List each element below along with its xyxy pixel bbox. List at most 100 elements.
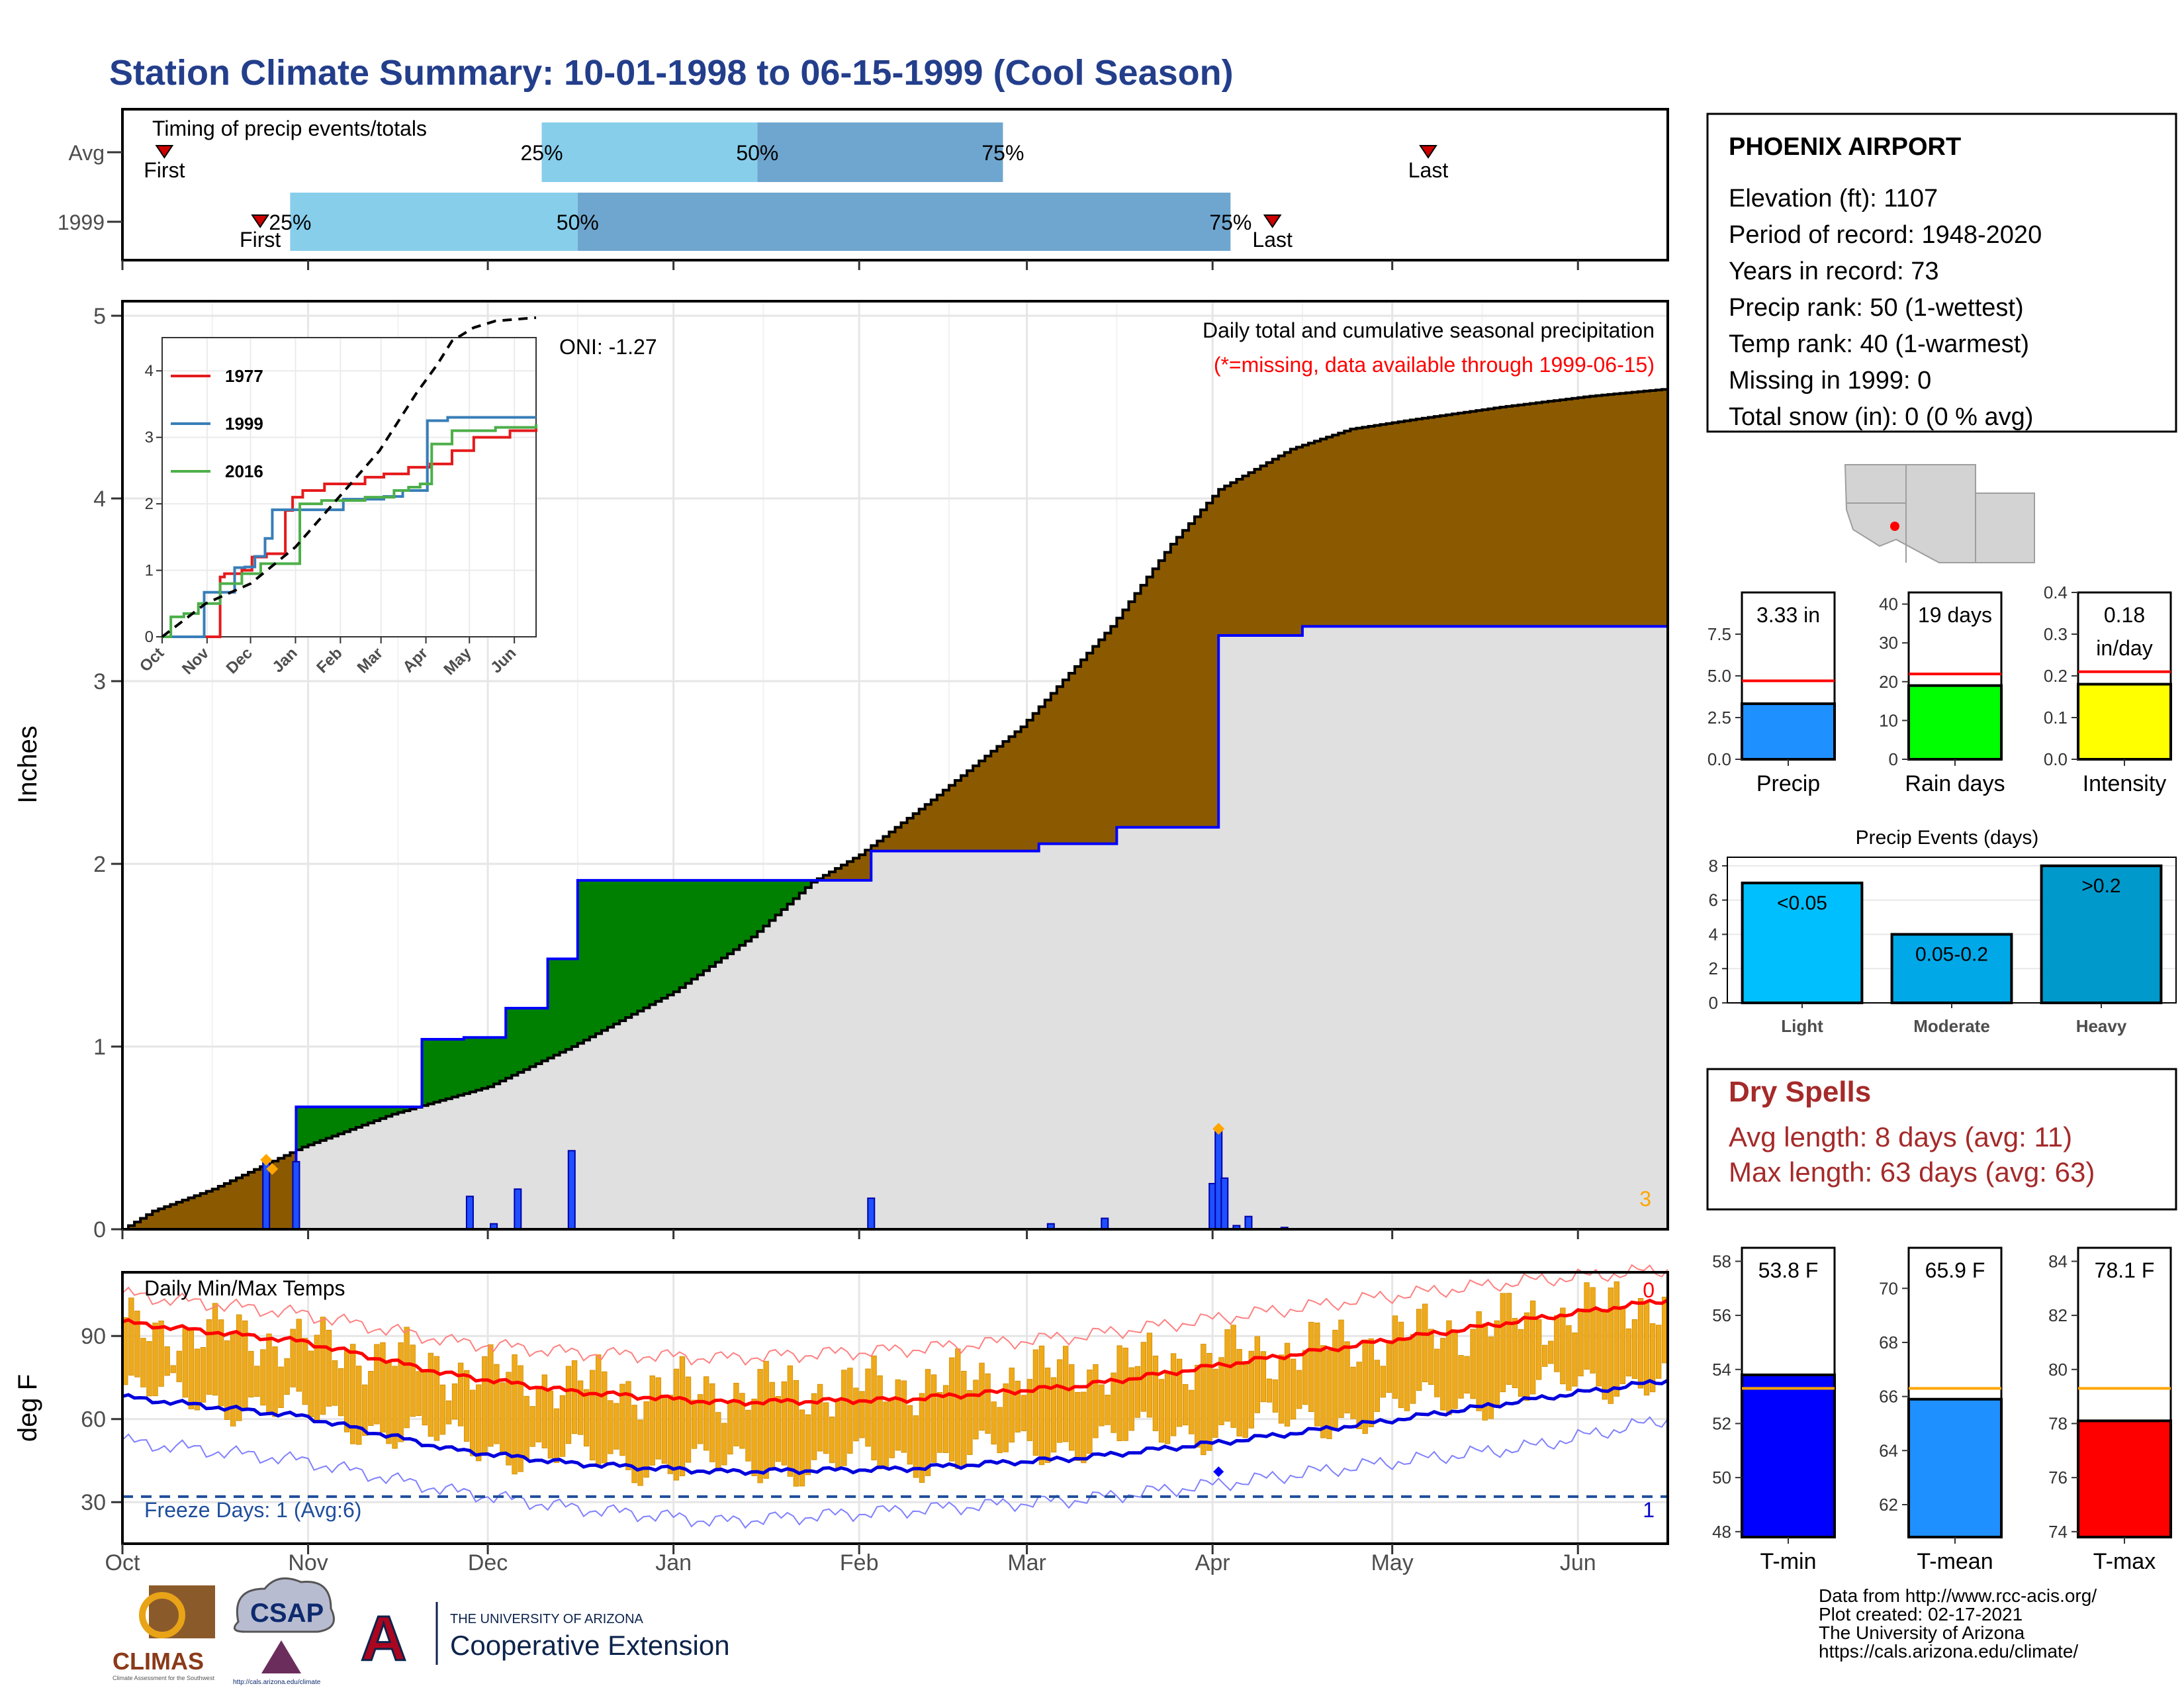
daily-temp-bar: [685, 1376, 692, 1463]
deficit-fill: [1590, 396, 1596, 627]
precip-ytick-label: 4: [93, 487, 106, 512]
surplus-fill: [326, 1107, 333, 1139]
daily-temp-bar: [823, 1402, 829, 1454]
deficit-fill: [206, 1191, 213, 1229]
base-fill: [500, 1081, 506, 1229]
first-label: First: [144, 158, 185, 182]
base-fill: [859, 880, 866, 1229]
deficit-fill: [152, 1211, 159, 1229]
temp-grid: 30 60 90: [81, 1272, 1668, 1544]
month-label: May: [1371, 1550, 1414, 1575]
daily-temp-bar: [1111, 1372, 1116, 1433]
last-label: Last: [1408, 158, 1449, 182]
daily-temp-bar: [128, 1297, 134, 1376]
daily-temp-bar: [158, 1320, 164, 1387]
base-fill: [1649, 626, 1657, 1229]
base-fill: [889, 851, 896, 1229]
base-fill: [733, 949, 740, 1229]
footer-line: Data from http://www.rcc-acis.org/: [1819, 1585, 2097, 1606]
deficit-fill: [1338, 433, 1345, 627]
events-ytick-label: 0: [1709, 993, 1718, 1013]
deficit-fill: [1116, 618, 1124, 827]
base-fill: [1093, 843, 1099, 1229]
timing-bar-late: [577, 193, 1231, 251]
base-fill: [877, 851, 884, 1229]
base-fill: [691, 979, 698, 1229]
timing-panel: Timing of precip events/totals Avg 25% 50%…: [58, 108, 1669, 270]
daily-temp-bar: [308, 1350, 314, 1418]
daily-temp-bar: [374, 1344, 380, 1425]
daily-temp-bar: [829, 1417, 835, 1464]
base-fill: [1015, 851, 1022, 1229]
daily-temp-bar: [1170, 1353, 1177, 1436]
daily-temp-bar: [206, 1319, 212, 1395]
summary-ytick-label: 58: [1712, 1251, 1731, 1271]
inset-ytick-label: 4: [145, 362, 154, 380]
deficit-fill: [1368, 426, 1375, 627]
deficit-fill: [1003, 741, 1010, 851]
summary-ytick-label: 78: [2048, 1413, 2068, 1433]
summary-ytick-label: 64: [1879, 1440, 1898, 1460]
daily-temp-bar: [877, 1375, 883, 1470]
daily-temp-bar: [943, 1385, 949, 1453]
timing-pct-label: 75%: [1209, 211, 1251, 234]
base-fill: [1655, 626, 1662, 1229]
deficit-fill: [1422, 418, 1429, 627]
month-label: Apr: [1195, 1550, 1230, 1575]
base-fill: [1494, 626, 1501, 1229]
deficit-fill: [1566, 399, 1572, 627]
precip-events-title: Precip Events (days): [1856, 827, 2039, 849]
daily-temp-bar: [1422, 1303, 1428, 1383]
avg-cumulative-line: [122, 388, 1669, 1231]
surplus-fill: [619, 880, 626, 1021]
base-fill: [1212, 827, 1219, 1229]
base-fill: [1050, 843, 1058, 1229]
daily-temp-bar: [242, 1320, 248, 1408]
base-fill: [871, 851, 878, 1229]
precip-events-bars: 0 2 4 6 8 <0.05 Light 0.05-0.2 Moderate >0.2 Heavy: [1709, 856, 2177, 1036]
daily-temp-bar: [1649, 1323, 1656, 1393]
base-fill: [907, 851, 914, 1229]
daily-temp-bar: [1212, 1368, 1218, 1438]
base-fill: [649, 1004, 657, 1229]
record-max-line: [122, 1264, 1668, 1366]
base-fill: [349, 1129, 357, 1229]
daily-temp-bar: [1176, 1358, 1183, 1427]
daily-temp-bar: [1602, 1309, 1608, 1400]
surplus-fill: [529, 1008, 537, 1067]
surplus-fill: [608, 880, 614, 1027]
base-fill: [589, 1037, 596, 1229]
events-bar: [1741, 881, 1864, 1004]
daily-temp-bar: [212, 1303, 218, 1396]
footer-line: Plot created: 02-17-2021: [1819, 1604, 2023, 1624]
daily-temp-bar: [889, 1399, 895, 1458]
base-fill: [1302, 626, 1309, 1229]
daily-precip-bar: [262, 1160, 271, 1231]
deficit-fill: [1140, 585, 1148, 827]
daily-temp-bar: [853, 1387, 859, 1442]
daily-temp-bar: [913, 1415, 919, 1478]
deficit-fill: [1476, 410, 1483, 627]
base-fill: [374, 1121, 381, 1229]
daily-precip-bar: [465, 1196, 474, 1230]
deficit-fill: [1560, 399, 1567, 627]
daily-temp-bar: [799, 1409, 805, 1487]
base-fill: [338, 1133, 345, 1229]
daily-temp-bar: [1404, 1340, 1410, 1411]
deficit-fill: [1608, 394, 1615, 627]
daily-temp-bar: [457, 1362, 464, 1427]
surplus-fill: [805, 880, 812, 888]
deficit-fill: [877, 841, 884, 851]
month-label: Dec: [468, 1550, 508, 1575]
map-region: [1844, 464, 2035, 563]
deficit-fill: [200, 1193, 207, 1229]
base-fill: [1146, 827, 1154, 1229]
deficit-fill: [889, 831, 896, 851]
base-fill: [1578, 626, 1584, 1229]
record-low-count: 1: [1643, 1498, 1655, 1522]
base-fill: [1512, 626, 1519, 1229]
daily-temp-bar: [439, 1384, 446, 1435]
daily-temp-bar: [1512, 1318, 1518, 1388]
base-fill: [1140, 827, 1148, 1229]
